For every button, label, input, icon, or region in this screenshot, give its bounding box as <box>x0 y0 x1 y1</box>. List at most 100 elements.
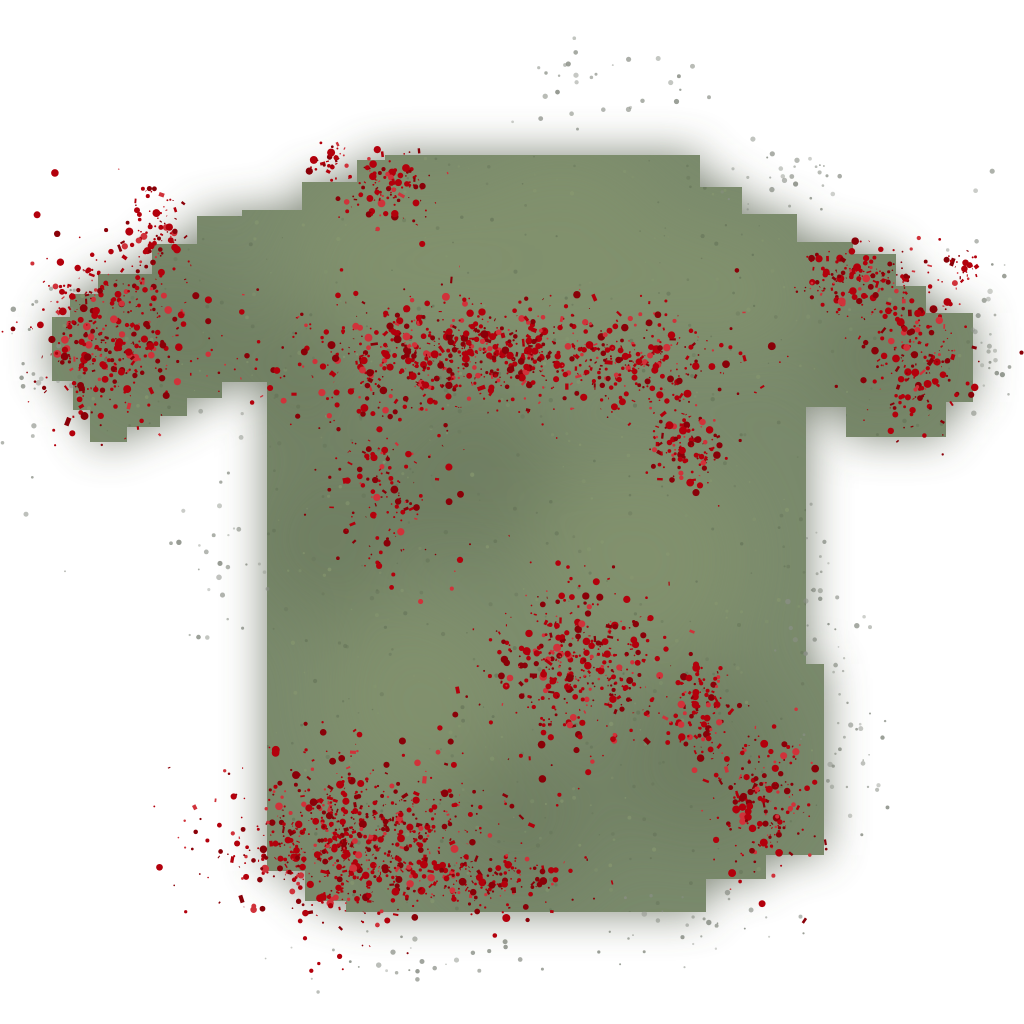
blood-drop <box>466 348 474 356</box>
fabric-speck <box>710 335 713 338</box>
blood-drop <box>678 399 681 402</box>
fabric-speck <box>320 436 323 439</box>
blood-drop <box>479 392 482 395</box>
blood-drop <box>479 338 486 344</box>
blood-drop <box>402 404 408 410</box>
blood-drop <box>98 331 103 336</box>
blood-drop <box>79 304 88 313</box>
fabric-speck <box>140 469 144 474</box>
blood-drop <box>583 710 587 714</box>
blood-drop <box>769 833 771 836</box>
blood-drop <box>537 595 539 598</box>
blood-drop <box>880 352 888 360</box>
blood-drop <box>321 824 324 827</box>
dirt-speck <box>240 411 244 416</box>
fabric-speck <box>641 368 646 373</box>
dirt-speck <box>38 376 44 382</box>
fabric-speck <box>460 705 465 710</box>
blood-drop <box>352 875 357 880</box>
blood-drop <box>109 373 114 378</box>
blood-drop <box>514 860 517 862</box>
blood-drop <box>174 245 177 248</box>
blood-drop <box>296 828 299 830</box>
blood-drop <box>165 368 167 370</box>
blood-drop <box>469 360 471 363</box>
blood-drop <box>377 171 382 175</box>
fabric-speck <box>660 620 664 623</box>
blood-drop <box>964 325 967 329</box>
blood-drop <box>155 234 158 238</box>
blood-drop <box>141 311 144 315</box>
dirt-speck <box>971 410 977 416</box>
blood-drop <box>396 863 399 866</box>
blood-drop <box>289 423 292 426</box>
blood-drop <box>771 781 780 790</box>
blood-drop <box>313 851 321 859</box>
blood-drop <box>152 263 155 266</box>
blood-drop <box>615 340 618 343</box>
blood-drop <box>454 405 458 408</box>
blood-drop <box>682 398 685 401</box>
blood-drop <box>591 293 598 302</box>
blood-drop <box>375 536 380 540</box>
blood-drop <box>416 859 422 865</box>
blood-drop <box>698 453 705 460</box>
blood-drop <box>89 297 92 300</box>
blood-drop <box>351 515 353 518</box>
dirt-speck <box>980 363 985 368</box>
fabric-speck <box>585 741 589 745</box>
fabric-speck <box>268 167 270 169</box>
blood-drop <box>915 363 917 366</box>
blood-drop <box>578 288 581 291</box>
blood-drop <box>424 300 431 307</box>
dirt-speck <box>573 50 579 55</box>
blood-drop <box>769 824 772 827</box>
blood-drop <box>416 513 419 516</box>
blood-drop <box>352 808 359 814</box>
blood-drop <box>769 844 774 848</box>
fabric-speck <box>872 866 874 869</box>
blood-drop <box>379 464 385 470</box>
blood-drop <box>367 867 370 870</box>
fabric-patch <box>660 220 800 360</box>
fabric-speck <box>598 834 601 836</box>
blood-drop <box>541 633 546 638</box>
fabric-speck <box>273 397 276 399</box>
blood-drop <box>548 697 550 700</box>
blood-drop <box>434 813 436 815</box>
blood-drop <box>912 340 915 344</box>
blood-drop <box>407 825 411 829</box>
blood-drop <box>177 836 180 839</box>
blood-drop <box>336 864 343 870</box>
blood-drop <box>73 356 76 362</box>
blood-drop <box>884 307 892 315</box>
blood-drop <box>584 610 592 617</box>
blood-drop <box>230 856 235 863</box>
blood-drop <box>713 772 719 778</box>
blood-drop <box>470 913 473 916</box>
fabric-speck <box>554 883 558 887</box>
blood-drop <box>381 864 389 872</box>
blood-drop <box>269 840 274 847</box>
fabric-speck <box>715 277 719 281</box>
fabric-speck <box>104 201 109 206</box>
fabric-speck <box>886 447 891 452</box>
blood-drop <box>504 802 507 806</box>
blood-drop <box>716 442 723 449</box>
blood-drop <box>580 352 584 357</box>
fabric-speck <box>850 738 853 741</box>
dirt-speck <box>56 379 60 383</box>
blood-drop <box>41 385 47 391</box>
blood-drop <box>936 383 941 388</box>
blood-drop <box>379 214 382 217</box>
blood-drop <box>404 868 407 871</box>
blood-drop <box>920 351 923 353</box>
blood-drop <box>474 356 477 358</box>
blood-drop <box>329 825 332 828</box>
dirt-speck <box>862 614 866 619</box>
blood-drop <box>147 224 153 230</box>
blood-drop <box>609 620 612 623</box>
blood-drop <box>789 761 793 765</box>
blood-drop <box>365 854 368 856</box>
blood-drop <box>412 889 416 893</box>
